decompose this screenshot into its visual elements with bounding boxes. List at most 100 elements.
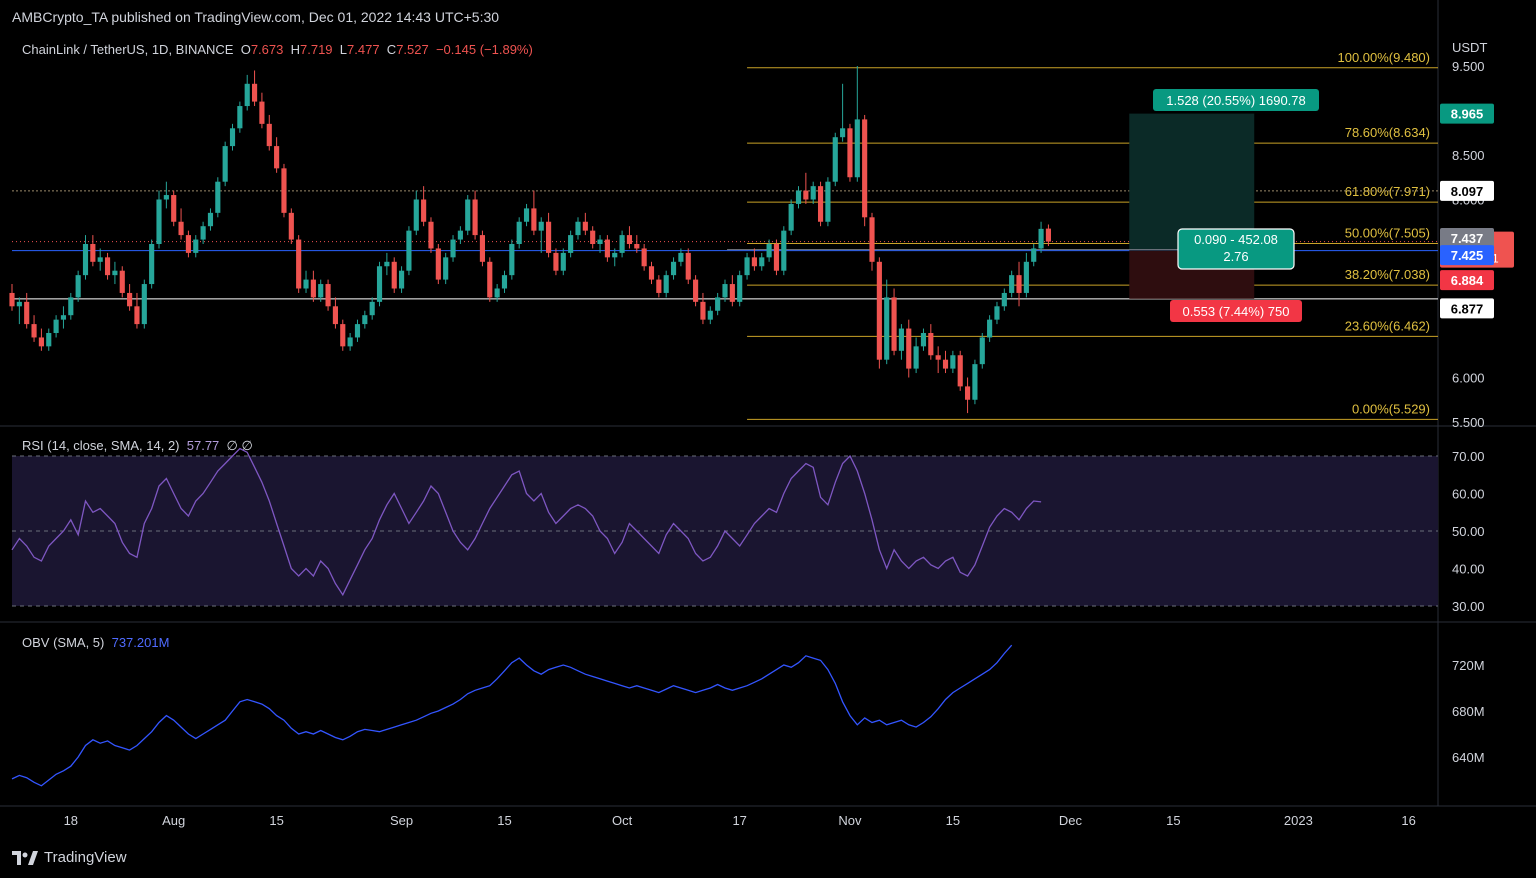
close-value: 7.527 [396,42,429,57]
price-tick-label: 9.500 [1452,59,1485,74]
obv-line [11,644,1013,787]
position-stop-label-text: 0.553 (7.44%) 750 [1183,304,1290,319]
candle-body [935,355,941,360]
obv-tick-label: 680M [1452,704,1485,719]
candle-body [1001,292,1007,307]
position-target-zone [1129,113,1255,251]
time-tick-label: 15 [946,813,960,828]
candle-body [259,101,265,124]
candle-body [90,244,96,262]
candle-body [1009,275,1015,293]
candle-body [9,292,15,307]
candle-body [773,244,780,271]
time-tick-label: 17 [732,813,746,828]
candle-body [413,199,419,231]
candle-body [406,230,412,271]
candle-body [847,128,853,178]
candle-body [354,324,361,338]
candle-body [516,221,522,244]
tradingview-logo[interactable]: TradingView [12,849,127,866]
candle-body [553,252,559,271]
fib-level-label: 38.20%(7.038) [1345,267,1430,282]
candle-body [325,284,331,307]
price-tick-label: 6.000 [1452,371,1485,386]
time-tick-label: 16 [1401,813,1415,828]
symbol-label: ChainLink / TetherUS, 1D, BINANCE [22,42,234,57]
candle-body [987,319,993,338]
high-value: 7.719 [300,42,333,57]
candle-body [906,328,912,369]
candle-body [134,306,140,325]
time-tick-label: Aug [162,813,185,828]
candle-body [641,248,647,267]
rsi-tick-label: 40.00 [1452,562,1485,577]
candle-body [274,146,280,169]
candle-body [715,297,721,311]
candle-body [590,230,596,244]
candle-body [964,386,971,400]
target-price-tag-text: 8.965 [1451,107,1484,122]
fib-level-label: 78.60%(8.634) [1345,125,1430,140]
candle-body [656,279,662,293]
candle-body [38,337,44,347]
candle-body [479,235,486,262]
candle-body [972,364,978,400]
candle-body [494,288,500,298]
candle-body [957,355,963,387]
rsi-tick-label: 30.00 [1452,599,1485,614]
candle-body [369,301,375,316]
candle-body [237,106,243,129]
candle-body [575,221,581,236]
candle-body [362,315,368,325]
candle-body [781,230,787,271]
support-price-tag-text: 6.877 [1451,301,1484,316]
obv-tick-label: 720M [1452,658,1485,673]
candle-body [31,324,37,338]
candle-body [266,123,272,147]
candle-body [1023,261,1029,293]
stop-price-tag [1440,270,1494,291]
candle-body [391,261,397,289]
candle-body [24,301,30,325]
candle-body [435,248,441,280]
candle-body [803,190,809,200]
candle-body [53,319,59,333]
candle-body [340,324,346,347]
time-tick-label: Dec [1059,813,1083,828]
candle-body [185,235,191,253]
candle-body [612,252,618,258]
candle-body [832,137,838,182]
candle-body [759,257,765,267]
candle-body [200,226,206,240]
candle-body [700,301,706,320]
rsi-label: RSI (14, close, SMA, 14, 2) [22,438,180,453]
candle-body [619,235,625,253]
rsi-value: 57.77 [186,438,220,453]
position-center-line2: 2.76 [1223,249,1248,264]
position-target-label [1153,89,1319,111]
brand-label: TradingView [44,849,127,866]
candle-body [1038,228,1044,249]
low-value: 7.477 [347,42,380,57]
candle-body [663,275,669,293]
rsi-legend: RSI (14, close, SMA, 14, 2) 57.77 ∅ ∅ [22,438,253,454]
candle-body [1016,275,1022,293]
obv-tick-label: 640M [1452,750,1485,765]
candle-body [443,257,449,280]
candle-body [707,310,713,320]
candle-body [450,239,456,258]
candle-body [421,199,427,222]
time-tick-label: Sep [390,813,413,828]
candle-body [149,244,155,285]
candle-body [634,244,640,249]
gray-price-tag [1440,228,1494,249]
open-value: 7.673 [250,42,284,57]
candle-body [884,297,890,360]
candle-body [825,181,831,222]
price-tick-label: 8.500 [1452,148,1485,163]
candle-body [193,239,199,253]
level-price-tag [1440,180,1494,201]
candle-body [876,261,882,360]
candle-body [810,186,816,200]
candle-body [251,83,258,102]
